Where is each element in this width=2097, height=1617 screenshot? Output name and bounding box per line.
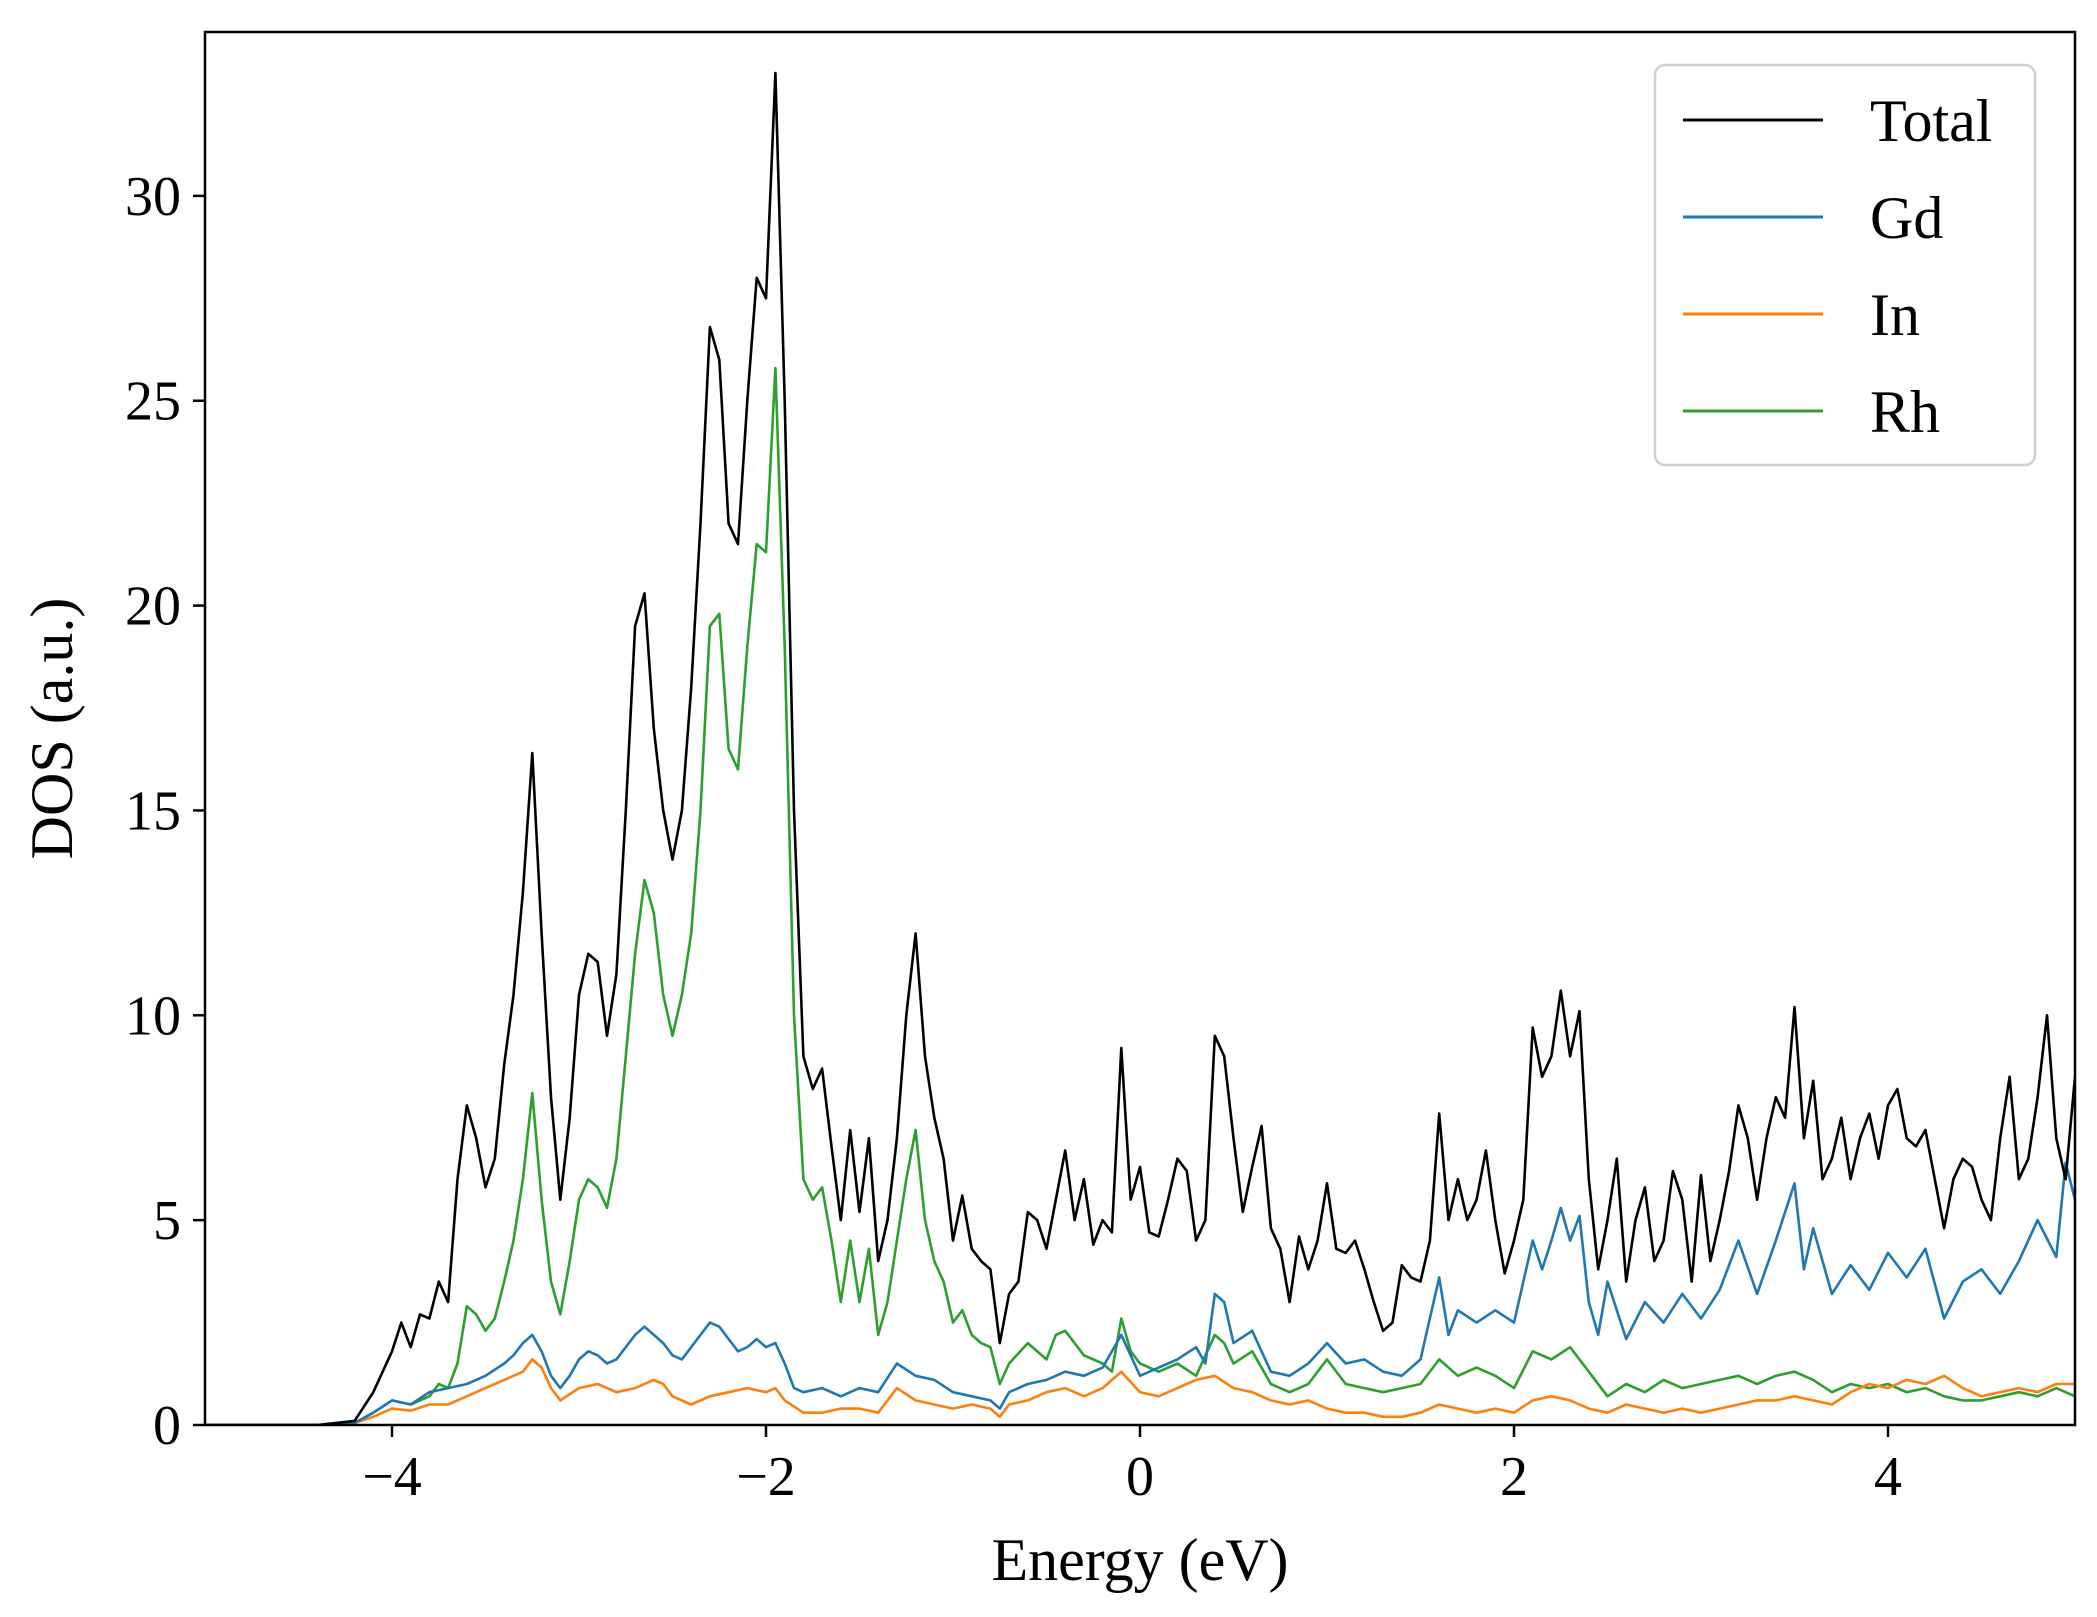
series-line-gd — [205, 1161, 2075, 1425]
x-tick-label: −2 — [736, 1446, 796, 1508]
ticks-layer: −4 −2 0 2 4 0 5 10 15 20 25 30 — [125, 166, 1902, 1508]
series-line-total — [205, 71, 2075, 1425]
y-tick-label: 30 — [125, 166, 181, 228]
x-tick-label: −4 — [362, 1446, 422, 1508]
y-tick-label: 0 — [153, 1395, 181, 1457]
y-axis-label: DOS (a.u.) — [19, 598, 85, 860]
x-axis-label: Energy (eV) — [991, 1527, 1288, 1593]
y-tick-label: 25 — [125, 371, 181, 433]
y-tick-label: 15 — [125, 780, 181, 842]
x-tick-label: 4 — [1874, 1446, 1902, 1508]
y-tick-label: 10 — [125, 985, 181, 1047]
legend-label-rh: Rh — [1870, 379, 1940, 445]
legend-box — [1653, 63, 2037, 467]
plot-frame — [203, 30, 2077, 1427]
legend-label-total: Total — [1870, 88, 1992, 154]
series-line-in — [205, 1358, 2075, 1425]
series-layer — [205, 71, 2075, 1425]
legend: Total Gd In Rh — [1653, 63, 2037, 467]
legend-label-in: In — [1870, 282, 1920, 348]
x-tick-label: 2 — [1500, 1446, 1528, 1508]
legend-label-gd: Gd — [1870, 185, 1943, 251]
y-tick-label: 5 — [153, 1190, 181, 1252]
y-tick-label: 20 — [125, 576, 181, 638]
series-line-rh — [205, 366, 2075, 1425]
x-tick-label: 0 — [1126, 1446, 1154, 1508]
